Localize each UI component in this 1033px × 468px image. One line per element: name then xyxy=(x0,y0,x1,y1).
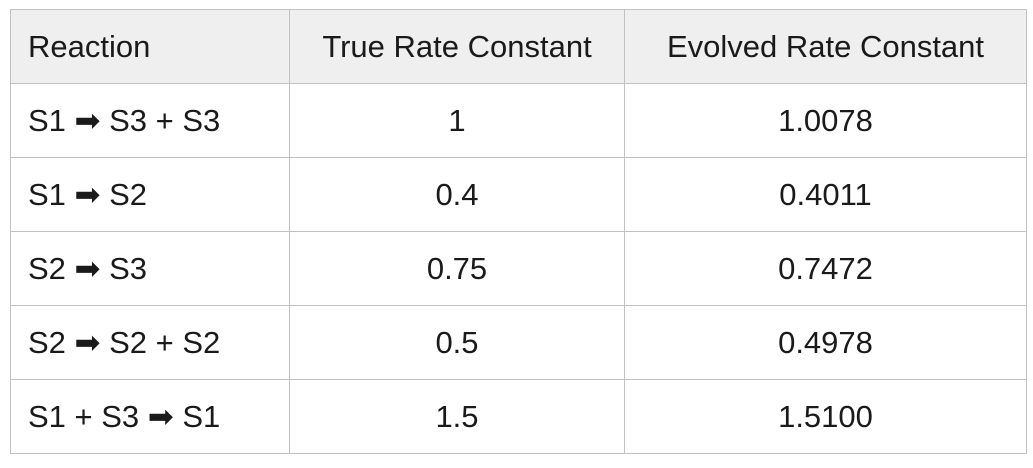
table-row: S2 ➡ S3 0.75 0.7472 xyxy=(10,231,1027,306)
evolved-rate-cell: 0.4011 xyxy=(624,157,1027,232)
true-rate-cell: 1 xyxy=(289,83,625,158)
table-row: S1 + S3 ➡ S1 1.5 1.5100 xyxy=(10,379,1027,454)
evolved-rate-cell: 0.7472 xyxy=(624,231,1027,306)
table-row: S1 ➡ S3 + S3 1 1.0078 xyxy=(10,83,1027,158)
true-rate-cell: 0.75 xyxy=(289,231,625,306)
reaction-cell: S1 ➡ S3 + S3 xyxy=(10,83,290,158)
true-rate-cell: 1.5 xyxy=(289,379,625,454)
table-header: Reaction True Rate Constant Evolved Rate… xyxy=(10,9,1027,84)
header-evolved-rate-constant: Evolved Rate Constant xyxy=(624,9,1027,84)
reaction-cell: S1 + S3 ➡ S1 xyxy=(10,379,290,454)
header-row: Reaction True Rate Constant Evolved Rate… xyxy=(10,9,1027,84)
reaction-cell: S1 ➡ S2 xyxy=(10,157,290,232)
evolved-rate-cell: 1.0078 xyxy=(624,83,1027,158)
reaction-cell: S2 ➡ S2 + S2 xyxy=(10,305,290,380)
rate-constants-table: Reaction True Rate Constant Evolved Rate… xyxy=(10,9,1027,454)
table-row: S1 ➡ S2 0.4 0.4011 xyxy=(10,157,1027,232)
table-body: S1 ➡ S3 + S3 1 1.0078 S1 ➡ S2 0.4 0.4011… xyxy=(10,83,1027,454)
true-rate-cell: 0.5 xyxy=(289,305,625,380)
header-reaction: Reaction xyxy=(10,9,290,84)
evolved-rate-cell: 0.4978 xyxy=(624,305,1027,380)
evolved-rate-cell: 1.5100 xyxy=(624,379,1027,454)
header-true-rate-constant: True Rate Constant xyxy=(289,9,625,84)
true-rate-cell: 0.4 xyxy=(289,157,625,232)
reaction-cell: S2 ➡ S3 xyxy=(10,231,290,306)
table-row: S2 ➡ S2 + S2 0.5 0.4978 xyxy=(10,305,1027,380)
